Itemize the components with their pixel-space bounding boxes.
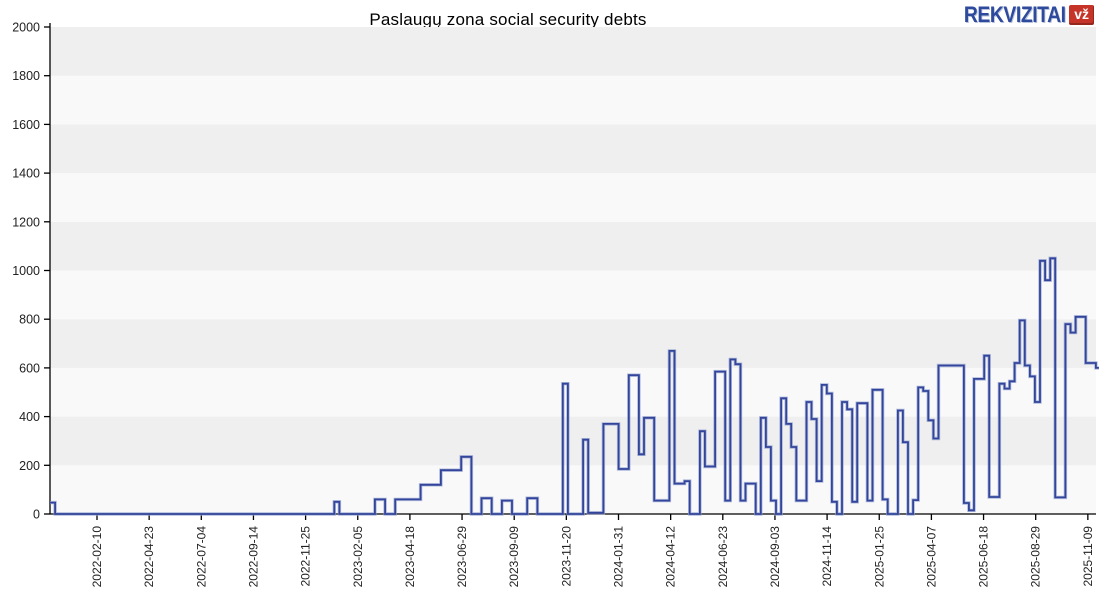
x-tick-label: 2023-02-05 [351,526,365,588]
stripe-band [50,75,1096,125]
x-tick-label: 2024-04-12 [664,526,678,588]
stripe-band [50,27,1096,76]
y-tick-label: 1200 [12,215,40,229]
rekvizitai-logo[interactable]: REKVIZITAI vž [950,2,1094,28]
x-tick-label: 2022-07-04 [194,526,208,588]
stripe-band [50,221,1096,271]
y-tick-label: 600 [19,361,40,375]
y-tick-label: 1800 [12,69,40,83]
series-line [50,256,1099,516]
x-tick-label: 2022-09-14 [246,526,260,588]
y-tick-label: 0 [33,508,40,522]
x-tick-label: 2025-08-29 [1029,526,1043,588]
x-tick-label: 2023-06-29 [455,526,469,588]
x-axis: 2022-02-10 2022-04-23 2022-07-04 2022-09-14… [50,513,1096,588]
x-tick-label: 2023-11-20 [559,526,573,587]
x-tick-label: 2023-04-18 [403,526,417,588]
plot-stripes [50,27,1096,514]
y-tick-label: 2000 [12,21,40,35]
x-tick-label: 2025-06-18 [977,526,991,588]
stripe-band [50,173,1096,222]
x-tick-label: 2022-02-10 [90,526,104,588]
x-tick-label: 2025-01-25 [872,526,886,588]
stripe-band [50,270,1096,320]
y-tick-label: 200 [19,459,40,473]
x-tick-label: 2024-11-14 [820,526,834,587]
stripe-band [50,416,1096,466]
series-line-core [50,257,1099,515]
x-tick-label: 2025-11-09 [1081,526,1095,587]
y-axis: 0 200 400 600 800 1000 1200 1400 1600 1800 2000 [12,21,51,522]
y-tick-label: 1600 [12,118,40,132]
x-tick-label: 2023-09-09 [507,526,521,588]
rekvizitai-logo-text: REKVIZITAI [963,2,1066,27]
x-tick-label: 2024-06-23 [716,526,730,588]
y-tick-label: 800 [19,313,40,327]
x-tick-label: 2022-04-23 [142,526,156,588]
stripe-band [50,319,1096,368]
x-tick-label: 2025-04-07 [924,526,938,588]
y-tick-label: 400 [19,410,40,424]
y-tick-label: 1000 [12,264,40,278]
x-tick-label: 2024-01-31 [612,526,626,588]
chart-title: Paslaugų zona social security debts [369,10,647,29]
vz-badge: vž [1069,5,1094,25]
y-tick-label: 1400 [12,167,40,181]
stripe-band [50,124,1096,174]
x-tick-label: 2024-09-03 [768,526,782,588]
stripe-band [50,465,1096,514]
x-tick-label: 2022-11-25 [299,526,313,587]
